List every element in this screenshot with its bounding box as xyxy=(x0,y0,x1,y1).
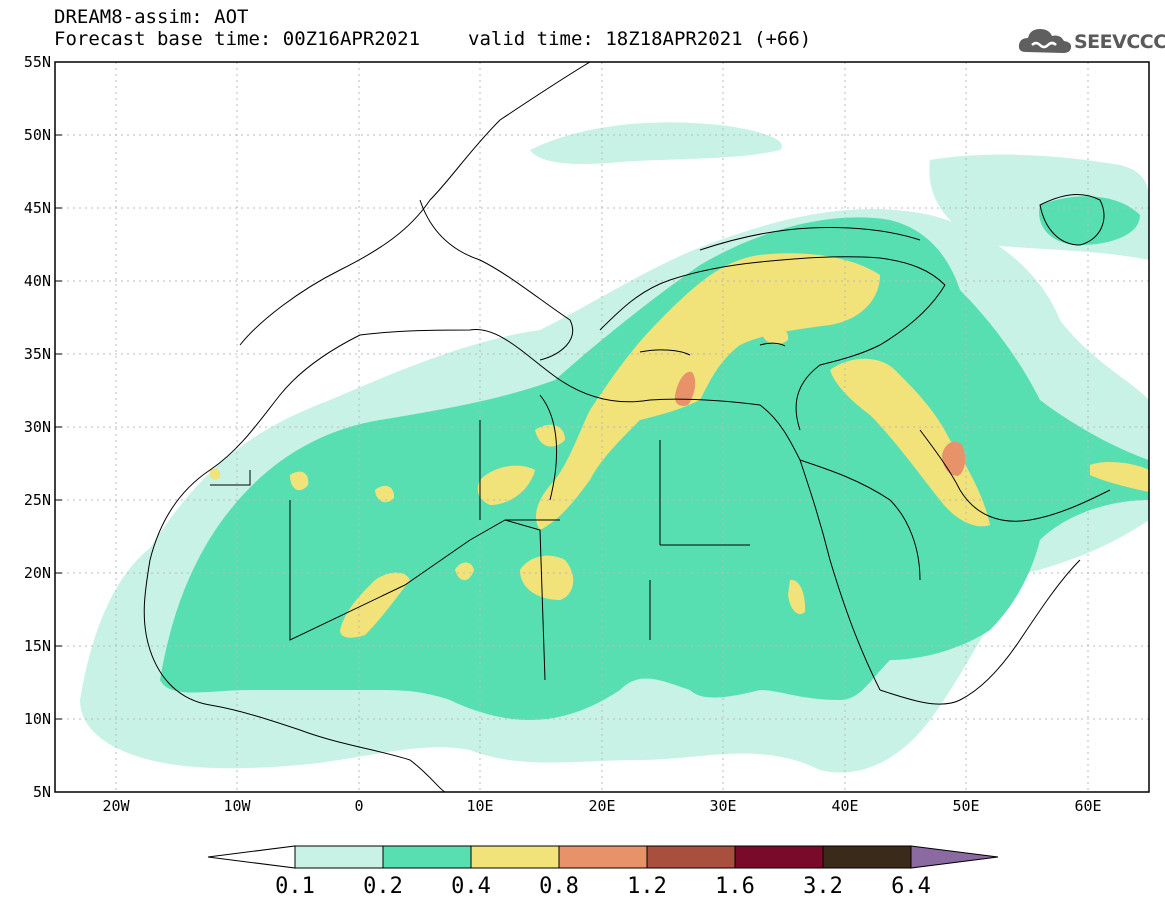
lat-ticks xyxy=(55,61,62,793)
colorbar-label: 6.4 xyxy=(891,874,931,899)
colorbar xyxy=(207,845,999,869)
lon-label: 10E xyxy=(466,797,493,815)
gridlines xyxy=(55,62,1149,792)
lon-label: 50E xyxy=(952,797,979,815)
lat-label: 10N xyxy=(24,710,51,728)
lon-label: 40E xyxy=(831,797,858,815)
colorbar-label: 0.8 xyxy=(539,874,579,899)
colorbar-labels: 0.1 0.2 0.4 0.8 1.2 1.6 3.2 6.4 xyxy=(275,874,931,899)
lat-label: 15N xyxy=(24,637,51,655)
colorbar-label: 0.4 xyxy=(451,874,491,899)
logo-text: SEEVCCC xyxy=(1074,31,1165,53)
lat-label: 50N xyxy=(24,126,51,144)
valid-time: valid time: 18Z18APR2021 (+66) xyxy=(468,28,812,50)
aot-fields xyxy=(80,122,1149,773)
lat-label: 5N xyxy=(33,783,51,801)
colorbar-under-triangle xyxy=(207,845,296,869)
lon-label: 20E xyxy=(588,797,615,815)
coastlines xyxy=(143,62,1111,792)
lon-label: 30E xyxy=(709,797,736,815)
colorbar-label: 1.6 xyxy=(715,874,755,899)
colorbar-swatch xyxy=(294,845,384,869)
aot-level-0.4 xyxy=(209,253,1149,638)
seevccc-logo: SEEVCCC xyxy=(1018,22,1165,58)
lat-label: 25N xyxy=(24,491,51,509)
lat-label: 45N xyxy=(24,199,51,217)
lat-label: 30N xyxy=(24,418,51,436)
colorbar-label: 1.2 xyxy=(627,874,667,899)
lon-label: 20W xyxy=(102,797,130,815)
lon-label: 60E xyxy=(1074,797,1101,815)
lon-label: 0 xyxy=(354,797,363,815)
colorbar-swatch xyxy=(646,845,736,869)
colorbar-swatch xyxy=(558,845,648,869)
colorbar-swatch xyxy=(470,845,560,869)
lon-labels: 20W 10W 0 10E 20E 30E 40E 50E 60E xyxy=(102,797,1101,815)
aot-level-0.8 xyxy=(674,371,966,476)
colorbar-label: 0.2 xyxy=(363,874,403,899)
lon-label: 10W xyxy=(223,797,251,815)
lat-label: 35N xyxy=(24,345,51,363)
colorbar-over-triangle xyxy=(910,845,999,869)
lat-label: 55N xyxy=(24,53,51,71)
cloud-icon xyxy=(1018,29,1072,53)
colorbar-label: 0.1 xyxy=(275,874,315,899)
colorbar-label: 3.2 xyxy=(803,874,843,899)
colorbar-swatch xyxy=(822,845,912,869)
lat-label: 40N xyxy=(24,272,51,290)
colorbar-swatch xyxy=(734,845,824,869)
lat-labels: 55N 50N 45N 40N 35N 30N 25N 20N 15N 10N … xyxy=(24,53,51,801)
colorbar-swatch xyxy=(382,845,472,869)
map-title: DREAM8-assim: AOT xyxy=(54,6,249,28)
base-time: Forecast base time: 00Z16APR2021 xyxy=(54,28,421,50)
forecast-times: Forecast base time: 00Z16APR2021 valid ti… xyxy=(54,28,811,50)
lat-label: 20N xyxy=(24,564,51,582)
